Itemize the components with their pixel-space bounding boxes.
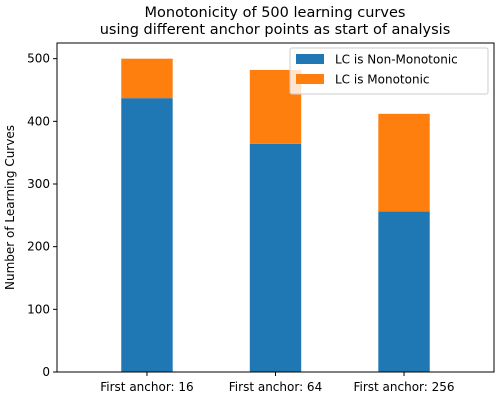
legend: LC is Non-Monotonic LC is Monotonic xyxy=(289,47,489,95)
y-tick-label-2: 200 xyxy=(27,240,50,254)
y-tick-label-4: 400 xyxy=(27,114,50,128)
bars-group xyxy=(121,58,430,372)
y-axis-ticks: 0 100 200 300 400 500 xyxy=(27,52,57,379)
bar-non-monotonic-3 xyxy=(378,211,430,372)
legend-swatch-1 xyxy=(296,54,324,64)
x-tick-label-2: First anchor: 64 xyxy=(229,380,322,394)
legend-label-2: LC is Monotonic xyxy=(335,73,430,87)
y-tick-label-0: 0 xyxy=(42,365,50,379)
x-tick-label-3: First anchor: 256 xyxy=(353,380,454,394)
x-axis-ticks: First anchor: 16 First anchor: 64 First an… xyxy=(100,372,455,394)
legend-box xyxy=(289,47,489,95)
bar-non-monotonic-2 xyxy=(249,143,302,372)
y-tick-label-1: 100 xyxy=(27,302,50,316)
legend-label-1: LC is Non-Monotonic xyxy=(335,53,458,67)
x-tick-label-1: First anchor: 16 xyxy=(100,380,193,394)
chart-title-line-2: using different anchor points as start o… xyxy=(100,22,451,38)
y-tick-label-5: 500 xyxy=(27,52,50,66)
legend-swatch-2 xyxy=(296,74,324,84)
bar-non-monotonic-1 xyxy=(121,98,173,372)
bar-monotonic-1 xyxy=(121,58,173,99)
bar-monotonic-3 xyxy=(378,113,430,212)
y-axis-label: Number of Learning Curves xyxy=(3,125,17,290)
y-tick-label-3: 300 xyxy=(27,177,50,191)
chart-title-line-1: Monotonicity of 500 learning curves xyxy=(145,5,406,21)
